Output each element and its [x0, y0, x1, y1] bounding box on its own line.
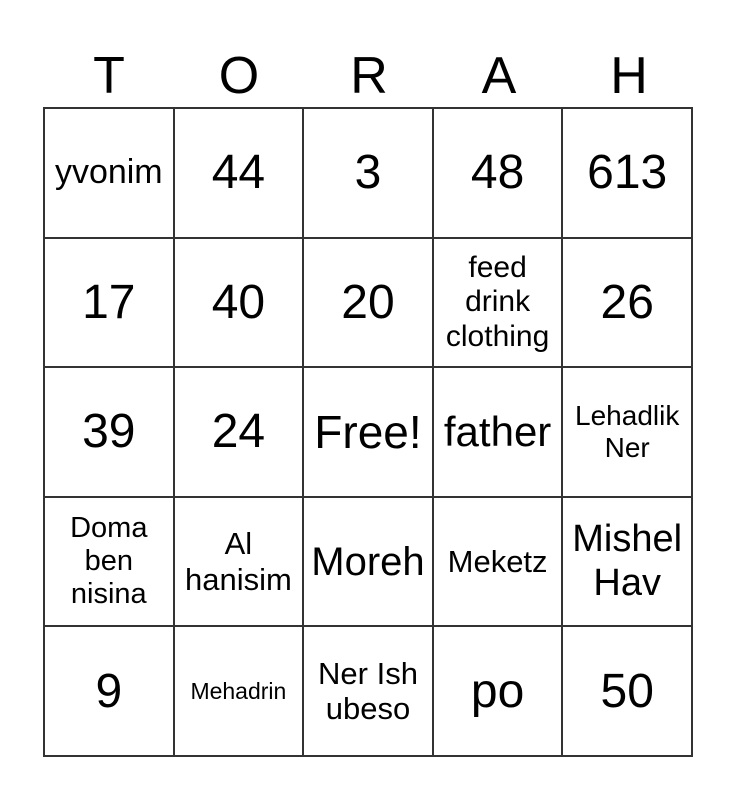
bingo-cell[interactable]: 3	[303, 108, 433, 238]
free-space-cell[interactable]: Free!	[303, 367, 433, 497]
bingo-cell[interactable]: Doma ben nisina	[44, 496, 174, 627]
bingo-cell[interactable]: feed drink clothing	[432, 237, 563, 368]
header-letter-r: R	[350, 47, 388, 105]
bingo-cell[interactable]: Moreh	[303, 496, 433, 627]
bingo-cell[interactable]: father	[432, 367, 563, 497]
bingo-cell[interactable]: 17	[44, 237, 174, 368]
bingo-cell[interactable]: 24	[173, 367, 304, 497]
header-letter-a: A	[481, 47, 517, 105]
bingo-cell[interactable]: yvonim	[44, 108, 174, 238]
header-letter-h: H	[610, 47, 648, 105]
bingo-cell[interactable]: Ner Ish ubeso	[303, 626, 433, 756]
bingo-cell[interactable]: 50	[562, 626, 692, 756]
bingo-cell[interactable]: Al hanisim	[173, 496, 304, 627]
header-letter-o: O	[218, 47, 260, 105]
bingo-cell[interactable]: 40	[173, 237, 304, 368]
bingo-cell[interactable]: Mehadrin	[173, 626, 304, 756]
header-letter-t: T	[93, 47, 125, 105]
bingo-cell[interactable]: 39	[44, 367, 174, 497]
bingo-cell[interactable]: 20	[303, 237, 433, 368]
bingo-cell[interactable]: 613	[562, 108, 692, 238]
bingo-header: T O R A H	[44, 44, 694, 108]
bingo-cell[interactable]: 48	[432, 108, 563, 238]
bingo-cell[interactable]: Mishel Hav	[562, 496, 692, 627]
bingo-cell[interactable]: Meketz	[432, 496, 563, 627]
bingo-cell[interactable]: 9	[44, 626, 174, 756]
bingo-grid: yvonim 44 3 48 613 17 40 20 feed drink clothing 2…	[43, 107, 693, 757]
bingo-cell[interactable]: po	[432, 626, 563, 756]
bingo-cell[interactable]: Lehadlik Ner	[562, 367, 692, 497]
bingo-cell[interactable]: 44	[173, 108, 304, 238]
bingo-cell[interactable]: 26	[562, 237, 692, 368]
